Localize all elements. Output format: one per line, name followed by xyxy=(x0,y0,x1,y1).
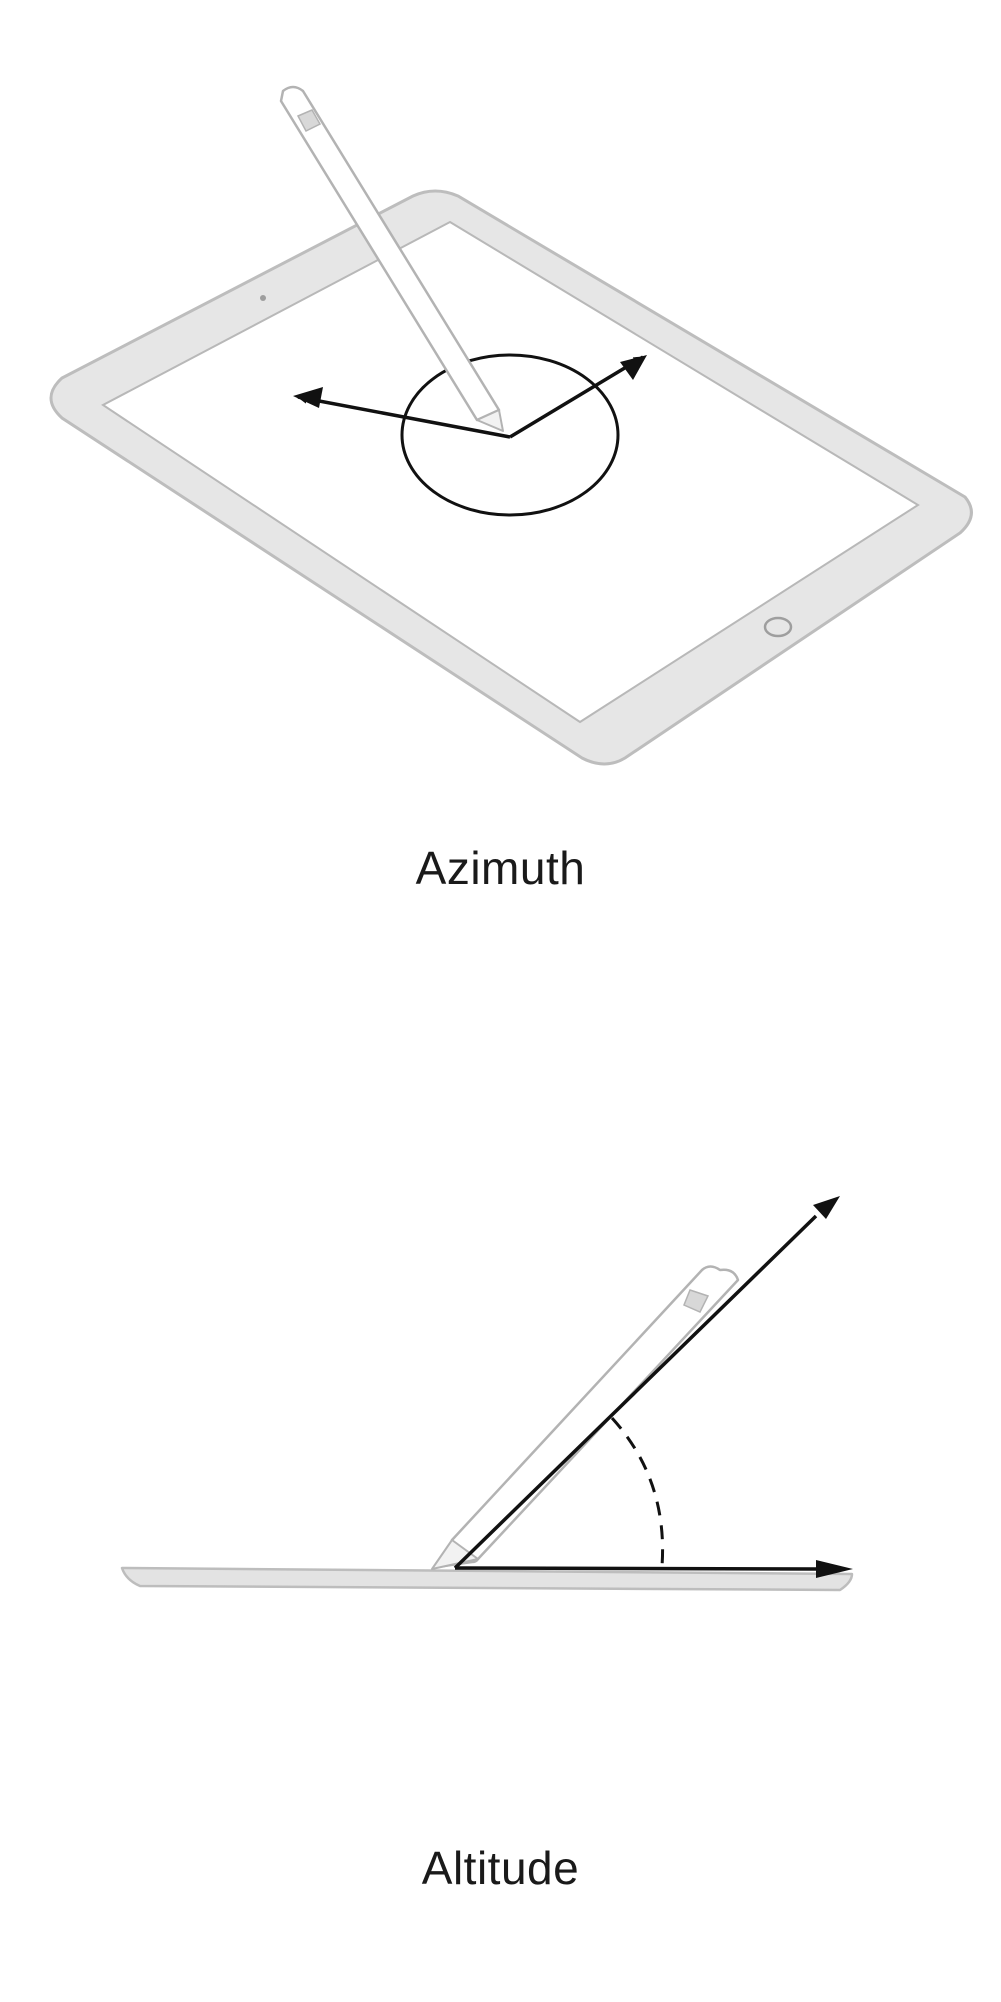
apple-pencil-icon xyxy=(279,85,504,432)
arrowhead-icon xyxy=(816,1560,853,1578)
arrowhead-icon xyxy=(293,387,323,408)
apple-pencil-icon xyxy=(431,1265,740,1570)
azimuth-caption: Azimuth xyxy=(415,842,586,894)
arrowhead-icon xyxy=(813,1196,840,1219)
azimuth-figure: Azimuth xyxy=(0,0,1001,1000)
home-button-icon xyxy=(763,616,793,638)
azimuth-arrow-right xyxy=(509,355,644,439)
ipad-side-icon xyxy=(120,1566,854,1592)
altitude-figure: Altitude xyxy=(0,1000,1001,2002)
arrowhead-icon xyxy=(620,355,647,380)
azimuth-circle xyxy=(400,353,620,517)
altitude-baseline-arrow xyxy=(454,1566,819,1571)
altitude-caption: Altitude xyxy=(421,1842,580,1894)
camera-icon xyxy=(260,295,266,301)
altitude-illustration xyxy=(120,1196,854,1592)
azimuth-illustration xyxy=(49,85,973,766)
azimuth-arrow-left xyxy=(297,393,511,439)
altitude-pencil-arrow xyxy=(453,1214,818,1570)
altitude-angle-arc xyxy=(610,1416,665,1567)
ipad-icon xyxy=(49,189,973,766)
